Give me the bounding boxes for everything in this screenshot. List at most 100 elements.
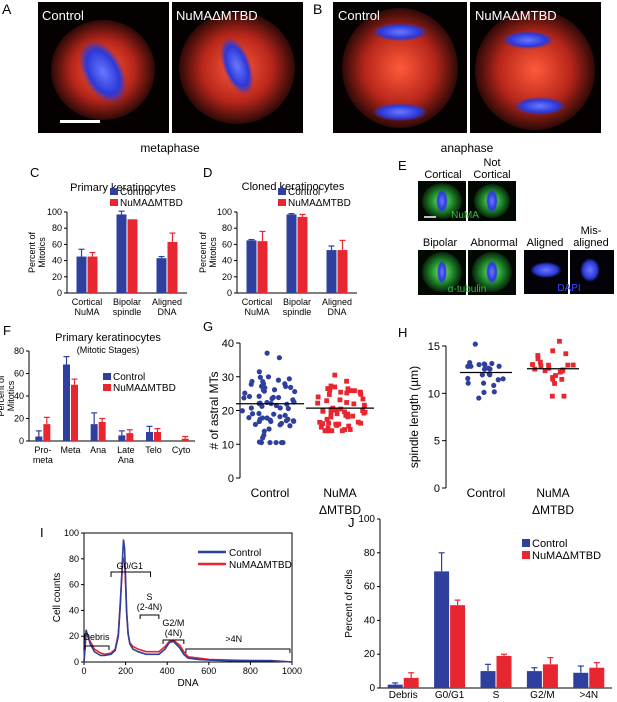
legend-label: NuMAΔMTBD xyxy=(113,383,176,394)
data-point xyxy=(261,428,267,434)
data-point xyxy=(239,408,245,414)
data-point xyxy=(563,351,569,357)
label-abnormal: Abnormal xyxy=(470,237,517,249)
data-point xyxy=(489,360,495,367)
x-tick-label: S xyxy=(493,690,500,701)
data-point xyxy=(550,376,556,382)
legend-swatch xyxy=(522,551,530,559)
data-point xyxy=(329,428,335,434)
bar xyxy=(297,216,308,293)
x-tick-label-line: ΔMTBD xyxy=(532,503,574,517)
dna-stain xyxy=(514,97,566,115)
data-point xyxy=(476,361,482,368)
data-point xyxy=(360,408,366,413)
bracket xyxy=(162,639,185,644)
y-axis-label-line: Percent of xyxy=(198,231,208,273)
y-tick-label: 40 xyxy=(364,615,376,626)
x-tick-label-line: S xyxy=(493,690,500,701)
data-point xyxy=(328,414,334,420)
bar xyxy=(542,664,558,688)
data-point xyxy=(275,377,282,383)
stain-numa: NuMA xyxy=(451,210,479,221)
data-point xyxy=(325,425,331,431)
x-tick-label: 200 xyxy=(118,666,133,676)
data-point xyxy=(328,410,334,416)
y-tick-label: 15 xyxy=(428,341,440,353)
caption-metaphase: metaphase xyxy=(140,141,200,155)
y-tick-label: 0 xyxy=(19,436,24,446)
data-point xyxy=(334,411,340,417)
data-point xyxy=(495,377,501,383)
x-tick-label-line: NuMA xyxy=(536,486,569,500)
data-point xyxy=(550,348,556,354)
data-point xyxy=(282,412,288,418)
bar xyxy=(98,421,106,441)
x-tick-label-line: meta xyxy=(33,455,53,465)
chart-j: 0 20 40 60 80 100 Percent of cells Debris G0/G1 S… xyxy=(344,514,612,701)
legend-swatch xyxy=(278,199,286,206)
dna-stain xyxy=(79,40,127,104)
x-tick-label-line: >4N xyxy=(579,690,598,701)
data-point xyxy=(334,423,340,428)
data-point xyxy=(344,390,350,396)
y-tick-label: 20 xyxy=(14,414,24,424)
data-point xyxy=(350,413,356,419)
legend-label: NuMAΔMTBD xyxy=(120,198,183,209)
x-tick-label: Ana xyxy=(90,445,106,455)
bar xyxy=(71,384,78,441)
data-point xyxy=(332,384,338,390)
annotation-4n: >4N xyxy=(225,634,242,644)
x-tick-label: Aligned DNA xyxy=(152,297,182,317)
data-point xyxy=(557,338,562,344)
annotation-g0g1: G0/G1 xyxy=(117,561,144,571)
x-tick-label: Pro-meta xyxy=(33,445,53,465)
bar xyxy=(118,435,126,441)
panel-letter-d: D xyxy=(203,165,212,180)
x-tick-label-line: spindle xyxy=(113,307,142,317)
y-tick-label: 40 xyxy=(14,391,24,401)
data-point xyxy=(290,418,297,424)
data-point xyxy=(352,388,357,394)
panel-a: A Control NuMAΔMTBD metaphase xyxy=(2,1,303,155)
y-tick-label: 20 xyxy=(222,272,232,282)
legend-label: Control xyxy=(120,187,152,198)
dna-stain xyxy=(580,258,600,282)
bar xyxy=(76,256,87,293)
data-point xyxy=(260,435,266,441)
panel-e: E Cortical Not Cortical NuMA Bipolar Abno… xyxy=(398,157,614,295)
data-point xyxy=(249,411,256,417)
data-point xyxy=(530,362,535,367)
data-point xyxy=(285,405,291,412)
data-point xyxy=(542,368,548,374)
y-tick-label: 5 xyxy=(434,436,440,448)
data-point xyxy=(337,397,343,403)
y-tick-label: 80 xyxy=(69,554,79,564)
data-point xyxy=(326,420,331,426)
data-point xyxy=(360,396,366,402)
data-point xyxy=(270,394,276,400)
bar xyxy=(589,667,605,688)
bar xyxy=(126,433,134,441)
legend-swatch xyxy=(110,199,118,206)
data-point xyxy=(500,376,506,382)
data-point xyxy=(315,400,321,406)
bar xyxy=(286,214,297,293)
data-point xyxy=(559,368,565,374)
chart-title: Cloned keratinocytes xyxy=(242,181,345,193)
spindle-stain xyxy=(342,8,458,128)
data-point xyxy=(248,405,254,411)
x-tick-label-line: Late xyxy=(117,445,135,455)
data-point xyxy=(345,414,351,420)
bracket xyxy=(185,648,291,653)
label-cortical: Cortical xyxy=(424,169,461,181)
y-axis-label: Percent ofMitotics xyxy=(27,231,47,273)
y-tick-label: 80 xyxy=(364,548,376,559)
bar xyxy=(573,672,589,688)
bar xyxy=(434,571,450,688)
chart-f: Primary keratinocytes(Mitotic Stages) 0 20… xyxy=(0,332,195,465)
y-tick-label: 100 xyxy=(217,207,232,217)
x-tick-label: Debris xyxy=(389,690,418,701)
x-tick-label-line: Cortical xyxy=(242,297,273,307)
chart-h: 0 5 10 15 spindle length (µm) Control NuMA ΔMTB… xyxy=(407,338,579,517)
dna-stain xyxy=(372,23,428,41)
